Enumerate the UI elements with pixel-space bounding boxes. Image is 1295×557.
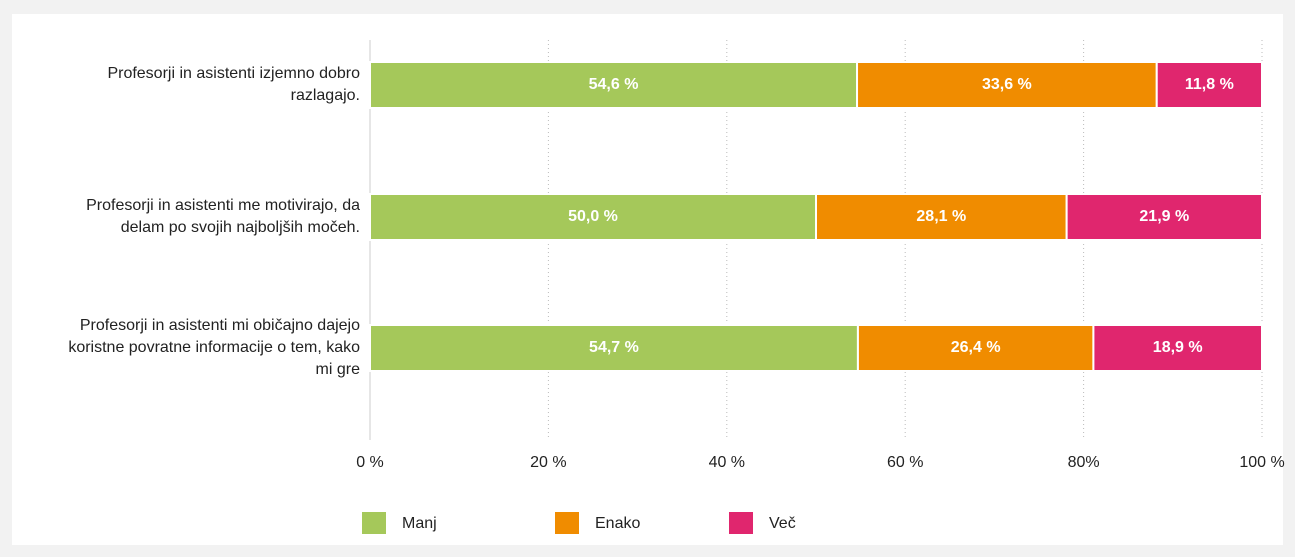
legend-label: Manj (402, 515, 437, 532)
bar-segment (369, 324, 859, 372)
legend-swatch (555, 512, 579, 534)
x-tick-label: 20 % (530, 454, 566, 471)
category-label: Profesorji in asistenti me motivirajo, d… (86, 197, 360, 236)
legend-swatch (729, 512, 753, 534)
legend-label: Več (769, 515, 796, 532)
data-label: 11,8 % (1185, 76, 1234, 93)
data-label: 50,0 % (568, 208, 618, 225)
category-label-box: Profesorji in asistenti izjemno dobro ra… (107, 65, 360, 104)
category-label: Profesorji in asistenti izjemno dobro ra… (107, 65, 360, 104)
bar-segment (369, 61, 859, 109)
category-label-box: Profesorji in asistenti mi običajno daje… (68, 317, 360, 378)
category-label-box: Profesorji in asistenti me motivirajo, d… (86, 197, 360, 236)
bar-segment (1155, 61, 1264, 109)
bar-segment (856, 324, 1095, 372)
data-label: 54,6 % (589, 76, 639, 93)
data-label: 18,9 % (1153, 339, 1203, 356)
x-tick-label: 0 % (356, 454, 384, 471)
data-label: 28,1 % (916, 208, 966, 225)
data-label: 54,7 % (589, 339, 639, 356)
bar-segment (1065, 193, 1263, 241)
bar-segment (1092, 324, 1263, 372)
data-label: 21,9 % (1139, 208, 1189, 225)
category-label: Profesorji in asistenti mi običajno daje… (68, 317, 360, 378)
legend-swatch (362, 512, 386, 534)
bar-segment (815, 193, 1068, 241)
x-tick-label: 60 % (887, 454, 923, 471)
bar-segment (369, 193, 817, 241)
x-tick-label: 80% (1068, 454, 1100, 471)
data-label: 26,4 % (951, 339, 1001, 356)
legend-label: Enako (595, 515, 640, 532)
data-label: 33,6 % (982, 76, 1032, 93)
x-tick-label: 100 % (1239, 454, 1284, 471)
x-tick-label: 40 % (709, 454, 745, 471)
